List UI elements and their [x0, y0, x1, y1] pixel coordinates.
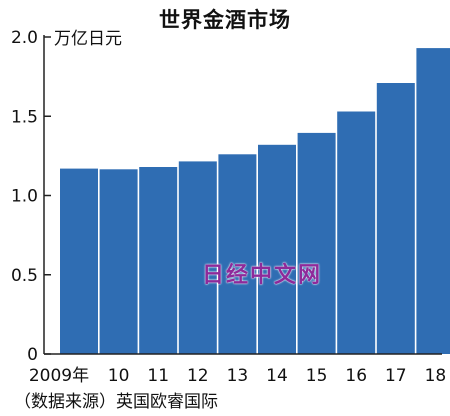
- x-tick-label-5: 14: [266, 366, 288, 386]
- watermark-logo: 日经中文网: [202, 263, 323, 288]
- bar-2: [139, 167, 178, 354]
- y-tick-label-4: 2.0: [11, 28, 38, 48]
- y-tick-label-0: 0: [27, 345, 38, 365]
- bar-4: [218, 154, 257, 354]
- bar-1: [99, 169, 138, 354]
- x-tick-label-1: 10: [108, 366, 130, 386]
- x-tick-label-6: 15: [306, 366, 328, 386]
- x-tick-label-9: 18: [425, 366, 447, 386]
- y-unit-label: 万亿日元: [54, 29, 122, 49]
- y-tick-label-3: 1.5: [11, 107, 38, 127]
- bar-7: [337, 111, 376, 354]
- bar-5: [258, 144, 296, 354]
- x-tick-label-3: 12: [187, 366, 209, 386]
- bar-6: [297, 132, 336, 354]
- x-tick-label-7: 16: [345, 366, 367, 386]
- y-tick-label-1: 0.5: [11, 266, 38, 286]
- x-tick-label-0: 2009年: [29, 366, 89, 386]
- bar-8: [376, 83, 415, 354]
- x-tick-label-2: 11: [147, 366, 169, 386]
- x-tick-label-4: 13: [227, 366, 249, 386]
- data-source-note: （数据来源）英国欧睿国际: [14, 392, 218, 412]
- bar-3: [178, 161, 217, 354]
- x-tick-label-8: 17: [385, 366, 407, 386]
- chart-title: 世界金酒市场: [159, 8, 291, 32]
- y-tick-label-2: 1.0: [11, 187, 38, 207]
- bar-9: [416, 48, 450, 354]
- bar-0: [60, 168, 98, 354]
